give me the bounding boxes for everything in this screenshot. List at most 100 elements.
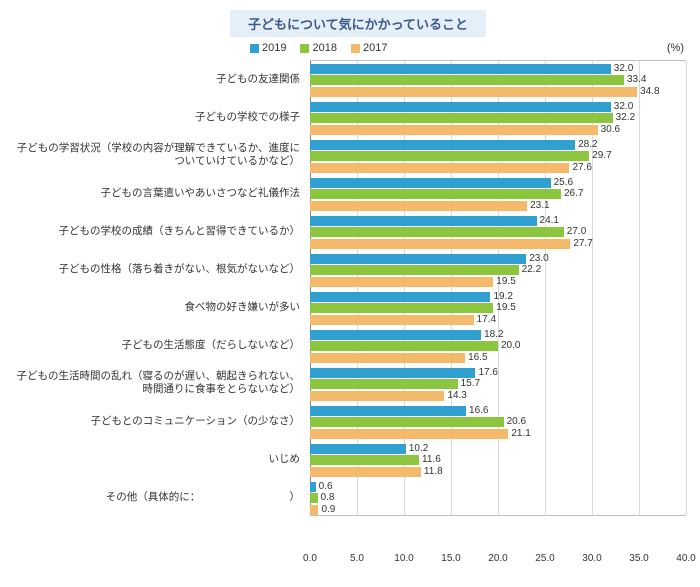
bar-value: 18.2	[484, 330, 503, 340]
bar	[310, 87, 637, 97]
bar	[310, 341, 498, 351]
bar	[310, 277, 493, 287]
bar-value: 20.0	[501, 341, 520, 351]
bar	[310, 178, 551, 188]
bar	[310, 140, 575, 150]
bar	[310, 467, 421, 477]
bar-value: 34.8	[640, 87, 659, 97]
bar-value: 10.2	[409, 444, 428, 454]
bar	[310, 391, 444, 401]
category-label: その他（具体的に： ）	[10, 478, 306, 516]
bar-value: 22.2	[522, 265, 541, 275]
bar-value: 0.9	[321, 505, 335, 515]
x-tick: 5.0	[350, 553, 364, 564]
bar	[310, 239, 570, 249]
legend-item: 2019	[250, 42, 286, 54]
bar-group: 24.127.027.7	[310, 213, 686, 251]
plot-area: 32.033.434.832.032.230.628.229.727.625.6…	[310, 60, 686, 516]
bar-value: 11.6	[422, 455, 441, 465]
category-label: いじめ	[10, 440, 306, 478]
legend-swatch	[351, 44, 360, 53]
bar-value: 17.6	[478, 368, 497, 378]
bar-group: 25.626.7 23.1	[310, 175, 686, 213]
x-tick: 40.0	[676, 553, 695, 564]
bar-value: 16.6	[469, 406, 488, 416]
bar-value: 32.2	[616, 113, 635, 123]
legend-swatch	[300, 44, 309, 53]
bar	[310, 482, 316, 492]
bar	[310, 493, 318, 503]
bar-value: 19.2	[493, 292, 512, 302]
bar-value: 27.7	[573, 239, 592, 249]
bar-value: 26.7	[564, 189, 583, 199]
legend-label: 2018	[312, 42, 336, 54]
legend-label: 2019	[262, 42, 286, 54]
bar	[310, 292, 490, 302]
bar-value: 25.6	[554, 178, 573, 188]
category-label: 子どもの学校の成績（きちんと習得できているか）	[10, 212, 306, 250]
bar	[310, 315, 474, 325]
bar	[310, 330, 481, 340]
category-label: 子どもの生活時間の乱れ（寝るのが遅い、朝起きられない、時間通りに食事をとらないな…	[10, 364, 306, 402]
x-tick: 10.0	[394, 553, 413, 564]
bar-value: 23.0	[529, 254, 548, 264]
y-labels: 子どもの友達関係子どもの学校での様子子どもの学習状況（学校の内容が理解できている…	[10, 60, 306, 516]
bar-value: 19.5	[496, 277, 515, 287]
category-label: 子どもの言葉遣いやあいさつなど礼儀作法	[10, 174, 306, 212]
legend-item: 2017	[351, 42, 387, 54]
bar	[310, 125, 598, 135]
bar-value: 30.6	[601, 125, 620, 135]
bar-value: 21.1	[511, 429, 530, 439]
x-tick: 30.0	[582, 553, 601, 564]
bar	[310, 216, 537, 226]
bar	[310, 303, 493, 313]
bar-value: 23.1	[530, 201, 549, 211]
bar	[310, 201, 527, 211]
legend-item: 2018	[300, 42, 336, 54]
bar	[310, 227, 564, 237]
bar-value: 27.6	[572, 163, 591, 173]
category-label: 子どもの学校での様子	[10, 98, 306, 136]
bar-group: 19.219.517.4	[310, 289, 686, 327]
category-label: 子どもの性格（落ち着きがない、根気がないなど）	[10, 250, 306, 288]
bar-group: 23.022.2 19.5	[310, 251, 686, 289]
bar	[310, 429, 508, 439]
bar-group: 16.6 20.6 21.1	[310, 403, 686, 441]
bar	[310, 189, 561, 199]
bar-value: 11.8	[424, 467, 443, 477]
bar	[310, 113, 613, 123]
bar-group: 18.220.0 16.5	[310, 327, 686, 365]
bar	[310, 265, 519, 275]
bar	[310, 163, 569, 173]
x-axis: 0.05.010.015.020.025.030.035.040.0	[310, 553, 686, 567]
bar-value: 20.6	[507, 417, 526, 427]
bar	[310, 417, 504, 427]
category-label: 子どもの生活態度（だらしないなど）	[10, 326, 306, 364]
bar-value: 28.2	[578, 140, 597, 150]
bar-value: 32.0	[614, 64, 633, 74]
bar-group: 17.615.714.3	[310, 365, 686, 403]
x-tick: 0.0	[303, 553, 317, 564]
bar	[310, 455, 419, 465]
bar-group: 32.032.2 30.6	[310, 99, 686, 137]
bar-group: 28.229.727.6	[310, 137, 686, 175]
gridline	[686, 61, 687, 515]
x-tick: 15.0	[441, 553, 460, 564]
legend-swatch	[250, 44, 259, 53]
category-label: 子どもとのコミュニケーション（の少なさ）	[10, 402, 306, 440]
legend: 2019 2018 2017	[250, 42, 387, 54]
bar	[310, 368, 475, 378]
bar-value: 16.5	[468, 353, 487, 363]
bar-value: 17.4	[477, 315, 496, 325]
bar	[310, 151, 589, 161]
bar-value: 29.7	[592, 151, 611, 161]
category-label: 子どもの友達関係	[10, 60, 306, 98]
bar	[310, 353, 465, 363]
bar	[310, 64, 611, 74]
category-label: 食べ物の好き嫌いが多い	[10, 288, 306, 326]
bar-value: 14.3	[447, 391, 466, 401]
category-label: 子どもの学習状況（学校の内容が理解できているか、進度についていけているかなど）	[10, 136, 306, 174]
bar	[310, 102, 611, 112]
chart-area: 子どもの友達関係子どもの学校での様子子どもの学習状況（学校の内容が理解できている…	[10, 60, 686, 567]
bar-value: 32.0	[614, 102, 633, 112]
